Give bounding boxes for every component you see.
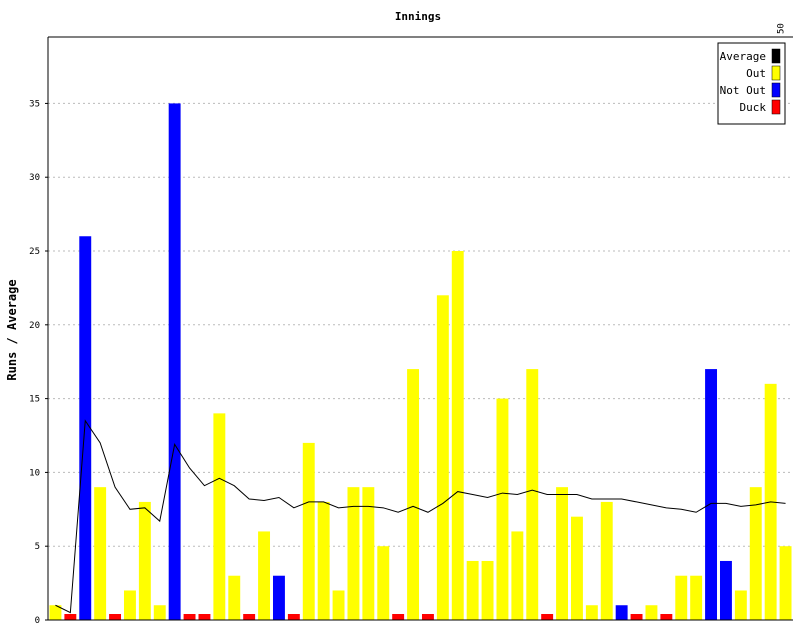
bar-out [734, 590, 747, 620]
bar-out [675, 575, 688, 620]
bar-out [153, 605, 166, 620]
grid-lines [48, 102, 793, 547]
bar-not-out [79, 236, 92, 620]
y-tick-label: 10 [29, 468, 40, 478]
legend-swatch-average [771, 48, 781, 64]
bar-duck [541, 614, 554, 620]
bar-out [302, 442, 315, 620]
y-tick-label: 0 [35, 616, 40, 626]
y-tick-label: 20 [29, 321, 40, 331]
legend: Average Out Not Out Duck [717, 42, 786, 125]
bar-out [407, 369, 420, 620]
average-line [55, 419, 786, 614]
legend-label-not-out: Not Out [720, 84, 766, 97]
bar-duck [109, 614, 122, 620]
bar-out [556, 487, 569, 620]
y-axis-label: Runs / Average [5, 279, 19, 380]
bar-out [347, 487, 360, 620]
y-tick-label: 15 [29, 395, 40, 405]
bar-duck [421, 614, 434, 620]
bar-duck [243, 614, 256, 620]
bar-out [228, 575, 241, 620]
bar-duck [64, 614, 77, 620]
bar-out [332, 590, 345, 620]
bar-not-out [705, 369, 718, 620]
bar-not-out [719, 560, 732, 620]
bar-duck [183, 614, 196, 620]
bar-out [138, 501, 151, 620]
legend-swatch-not-out [771, 82, 781, 98]
bar-out [779, 546, 792, 620]
bar-duck [630, 614, 643, 620]
bar-not-out [272, 575, 285, 620]
bar-out [600, 501, 613, 620]
bar-out [690, 575, 703, 620]
legend-label-out: Out [746, 67, 766, 80]
bar-out [377, 546, 390, 620]
bar-out [511, 531, 524, 620]
legend-label-average: Average [720, 50, 766, 63]
bar-out [570, 516, 583, 620]
bar-out [49, 605, 62, 620]
chart-title: Innings [395, 10, 441, 23]
x-tick-label: 50 [777, 23, 787, 34]
y-tick-label: 25 [29, 247, 40, 257]
bar-out [317, 501, 330, 620]
bar-out [94, 487, 107, 620]
bar-out [451, 251, 464, 620]
legend-label-duck: Duck [740, 101, 767, 114]
bar-out [645, 605, 658, 620]
legend-swatch-duck [771, 99, 781, 115]
bar-out [526, 369, 539, 620]
axes [47, 36, 793, 621]
bar-duck [287, 614, 300, 620]
y-tick-label: 5 [35, 542, 40, 552]
bar-out [213, 413, 226, 620]
bar-out [749, 487, 762, 620]
bar-duck [392, 614, 405, 620]
bar-out [123, 590, 136, 620]
bars [49, 103, 792, 621]
bar-not-out [168, 103, 181, 621]
bar-duck [198, 614, 211, 620]
bar-out [466, 560, 479, 620]
bar-out [258, 531, 271, 620]
bar-not-out [615, 605, 628, 620]
bar-out [436, 295, 449, 620]
bar-out [496, 398, 509, 620]
y-tick-label: 30 [29, 173, 40, 183]
bar-duck [660, 614, 673, 620]
bar-out [585, 605, 598, 620]
legend-swatch-out [771, 65, 781, 81]
y-tick-label: 35 [29, 99, 40, 109]
bar-out [481, 560, 494, 620]
bar-out [362, 487, 375, 620]
